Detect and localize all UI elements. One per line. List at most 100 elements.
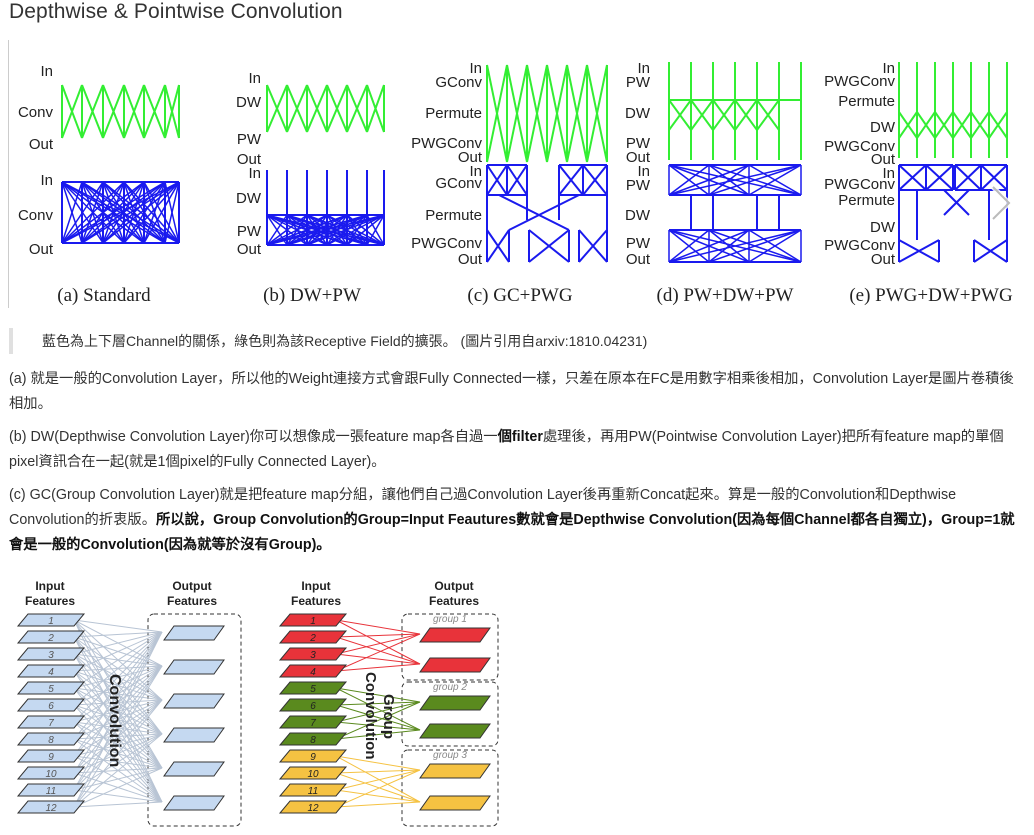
input-feature-map <box>16 630 86 644</box>
next-slide-button[interactable] <box>987 183 1021 227</box>
axis-label: DW <box>236 94 262 111</box>
connection-line <box>346 214 385 246</box>
output-feature-map <box>419 723 491 739</box>
output-feature-map <box>419 695 491 711</box>
connection-line <box>73 767 163 791</box>
connection-line <box>916 111 936 139</box>
connection-line <box>123 84 145 139</box>
connection-line <box>266 214 328 246</box>
axis-label: DW <box>870 219 896 236</box>
connection-line <box>528 229 570 263</box>
connection-line <box>81 181 166 244</box>
output-feature-map <box>419 795 491 811</box>
connection-line <box>266 214 308 246</box>
axis-label: Conv <box>18 207 54 224</box>
axis-label: DW <box>236 190 262 207</box>
connection-line <box>712 99 736 131</box>
connection-line <box>558 164 584 196</box>
group-conv-diagram: InputFeaturesOutputFeatures1234567891011… <box>16 579 499 827</box>
connection-line <box>306 214 385 246</box>
feature-number: 7 <box>48 718 54 729</box>
connection-line <box>61 181 166 244</box>
feature-number: 11 <box>46 786 56 797</box>
connection-line <box>102 84 125 139</box>
connection-line <box>306 84 328 133</box>
connection-line <box>668 164 750 196</box>
group-label: group 1 <box>433 614 467 625</box>
connection-line <box>286 84 308 133</box>
connection-line <box>335 663 421 672</box>
panel-caption: (d) PW+DW+PW <box>657 285 794 306</box>
feature-number: 2 <box>309 633 316 644</box>
caption-text: 藍色為上下層Channel的關係，綠色則為該Receptive Field的擴張… <box>42 333 648 349</box>
connection-line <box>335 769 421 774</box>
connection-line <box>988 111 1008 139</box>
connection-line <box>508 194 580 231</box>
output-feature-map <box>419 763 491 779</box>
figure-label: Features <box>167 594 217 608</box>
input-feature-map <box>278 749 348 763</box>
output-feature-map <box>163 795 225 811</box>
connection-line <box>286 214 385 246</box>
connection-line <box>668 164 802 196</box>
axis-label: DW <box>625 105 651 122</box>
input-feature-map <box>278 630 348 644</box>
feature-number: 11 <box>308 786 318 797</box>
axis-label: Out <box>626 149 651 166</box>
connection-line <box>943 189 970 216</box>
output-feature-map <box>163 761 225 777</box>
feature-number: 2 <box>47 633 54 644</box>
feature-number: 4 <box>310 667 316 678</box>
connection-line <box>326 214 385 246</box>
input-feature-map <box>278 613 348 627</box>
axis-label: Out <box>29 241 54 258</box>
connection-line <box>73 665 163 808</box>
connection-line <box>668 229 802 263</box>
input-feature-map <box>16 749 86 763</box>
connection-line <box>164 84 180 139</box>
connection-line <box>73 631 163 740</box>
connection-line <box>335 755 421 803</box>
connection-line <box>73 699 163 791</box>
feature-number: 10 <box>307 769 319 780</box>
convolution-label-rotated: Convolution <box>362 672 379 759</box>
connection-line <box>708 164 750 196</box>
feature-number: 7 <box>310 718 316 729</box>
axis-label: Out <box>237 151 262 168</box>
axis-label: Permute <box>425 207 482 224</box>
axis-label: Out <box>458 251 483 268</box>
axis-label: PWGConv <box>824 138 895 155</box>
input-feature-map <box>16 783 86 797</box>
connection-line <box>335 653 421 665</box>
connection-line <box>335 729 421 740</box>
paragraph-standard: (a) 就是一般的Convolution Layer，所以他的Weight連接方… <box>9 371 1014 412</box>
connection-line <box>708 229 750 263</box>
output-box <box>147 613 242 827</box>
feature-number: 8 <box>48 735 54 746</box>
connection-line <box>506 164 528 196</box>
connection-line <box>335 701 421 706</box>
figure-label: Output <box>434 579 473 593</box>
connection-line <box>61 181 83 244</box>
input-feature-map <box>16 698 86 712</box>
p3-text-a: (c) GC(Group Convolution Layer)就是把featur… <box>9 487 957 528</box>
connection-line <box>952 111 972 139</box>
input-feature-map <box>16 766 86 780</box>
image-caption-quote: 藍色為上下層Channel的關係，綠色則為該Receptive Field的擴張… <box>9 328 1023 354</box>
axis-label: GConv <box>435 175 482 192</box>
connection-line <box>756 99 780 131</box>
connection-line <box>81 181 180 244</box>
axis-label: Out <box>29 136 54 153</box>
connection-line <box>668 99 692 131</box>
axis-label: Out <box>626 251 651 268</box>
axis-label: Permute <box>838 93 895 110</box>
feature-number: 5 <box>310 684 316 695</box>
connection-line <box>748 229 802 263</box>
axis-label: Out <box>871 251 896 268</box>
connection-line <box>668 164 710 196</box>
connection-line <box>934 111 954 139</box>
feature-number: 8 <box>310 735 316 746</box>
connection-line <box>73 665 163 791</box>
connection-line <box>366 84 385 133</box>
feature-number: 10 <box>45 769 57 780</box>
